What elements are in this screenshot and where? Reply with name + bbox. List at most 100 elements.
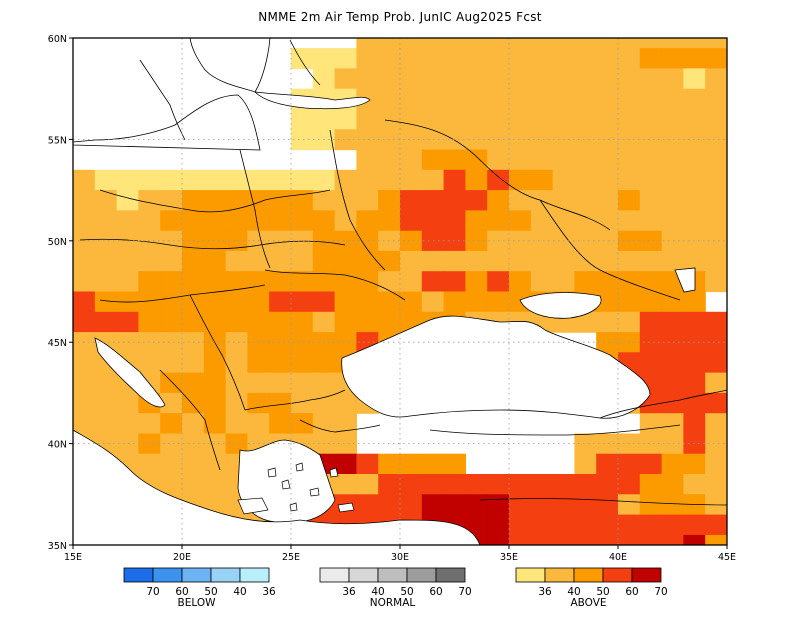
grid-cell bbox=[247, 291, 270, 313]
grid-cell bbox=[138, 332, 161, 353]
grid-cell bbox=[291, 392, 314, 414]
grid-cell bbox=[596, 129, 619, 151]
grid-cell bbox=[378, 190, 401, 211]
grid-cell bbox=[683, 514, 706, 536]
grid-cell bbox=[225, 230, 248, 252]
grid-cell bbox=[400, 149, 423, 171]
grid-cell bbox=[705, 332, 727, 353]
grid-cell bbox=[705, 534, 727, 545]
grid-cell bbox=[291, 250, 314, 272]
legend-tick-label: 36 bbox=[538, 586, 552, 598]
grid-cell bbox=[574, 190, 597, 211]
grid-cell bbox=[487, 250, 510, 272]
grid-cell bbox=[138, 453, 161, 475]
grid-cell bbox=[400, 271, 423, 293]
lon-label: 40E bbox=[609, 552, 627, 563]
grid-cell bbox=[356, 109, 379, 130]
grid-cell bbox=[618, 38, 641, 49]
grid-cell bbox=[705, 88, 727, 110]
lon-label: 15E bbox=[64, 552, 82, 563]
grid-cell bbox=[443, 129, 466, 151]
grid-cell bbox=[73, 271, 96, 293]
mediterranean-sea bbox=[73, 429, 481, 545]
aegean-islands bbox=[237, 462, 355, 515]
grid-cell bbox=[443, 88, 466, 110]
grid-cell bbox=[269, 190, 292, 211]
grid-cell bbox=[618, 250, 641, 272]
grid-cell bbox=[312, 392, 336, 414]
grid-cell bbox=[552, 109, 575, 130]
grid-cell bbox=[138, 190, 161, 211]
grid-cell bbox=[225, 311, 248, 333]
grid-cell bbox=[639, 474, 663, 495]
grid-cell bbox=[443, 68, 466, 90]
grid-cell bbox=[182, 271, 205, 293]
grid-cell bbox=[596, 230, 619, 252]
grid-cell bbox=[574, 149, 597, 171]
grid-cell bbox=[160, 169, 183, 191]
grid-cell bbox=[683, 190, 706, 211]
grid-cell bbox=[705, 413, 727, 435]
legend-tick-label: 60 bbox=[625, 586, 638, 598]
grid-cell bbox=[334, 311, 357, 333]
grid-cell bbox=[661, 68, 684, 90]
grid-cell bbox=[639, 352, 663, 374]
grid-cell bbox=[269, 352, 292, 374]
grid-cell bbox=[291, 129, 314, 151]
grid-cell bbox=[661, 372, 684, 394]
grid-cell bbox=[683, 291, 706, 313]
black-sea bbox=[341, 315, 651, 419]
grid-cell bbox=[618, 474, 641, 495]
grid-cell bbox=[312, 352, 336, 374]
grid-cell bbox=[574, 230, 597, 252]
grid-cell bbox=[400, 190, 423, 211]
grid-cell bbox=[203, 271, 227, 293]
grid-cell bbox=[683, 413, 706, 435]
grid-cell bbox=[661, 413, 684, 435]
grid-cell bbox=[639, 271, 663, 293]
grid-cell bbox=[683, 230, 706, 252]
grid-cell bbox=[705, 230, 727, 252]
grid-cell bbox=[509, 230, 532, 252]
grid-cell bbox=[661, 291, 684, 313]
grid-cell bbox=[661, 474, 684, 495]
grid-cell bbox=[639, 190, 663, 211]
grid-cell bbox=[705, 250, 727, 272]
grid-cell bbox=[552, 88, 575, 110]
grid-cell bbox=[465, 88, 488, 110]
grid-cell bbox=[596, 190, 619, 211]
grid-cell bbox=[160, 372, 183, 394]
grid-cell bbox=[94, 210, 118, 232]
grid-cell bbox=[639, 250, 663, 272]
grid-cell bbox=[312, 372, 336, 394]
legend-below: 70 60 50 40 36 BELOW bbox=[123, 567, 276, 609]
grid-cell bbox=[552, 68, 575, 90]
grid-cell bbox=[378, 453, 401, 475]
grid-cell bbox=[596, 332, 619, 353]
grid-cell bbox=[400, 169, 423, 191]
grid-cell bbox=[312, 311, 336, 333]
grid-cell bbox=[203, 352, 227, 374]
grid-cell bbox=[182, 372, 205, 394]
grid-cell bbox=[683, 332, 706, 353]
grid-cell bbox=[705, 109, 727, 130]
lon-label: 30E bbox=[391, 552, 409, 563]
grid-cell bbox=[465, 48, 488, 69]
grid-cell bbox=[487, 494, 510, 516]
legend-swatch bbox=[123, 567, 154, 583]
grid-cell bbox=[334, 48, 357, 69]
grid-cell bbox=[160, 433, 183, 455]
grid-cell bbox=[334, 68, 357, 90]
grid-cell bbox=[639, 413, 663, 435]
grid-cell bbox=[465, 68, 488, 90]
grid-cell bbox=[705, 210, 727, 232]
grid-cell bbox=[487, 68, 510, 90]
grid-cell bbox=[182, 250, 205, 272]
grid-cell bbox=[465, 271, 488, 293]
legend-tick-label: 60 bbox=[175, 586, 188, 598]
grid-cell bbox=[247, 352, 270, 374]
legend-swatch bbox=[435, 567, 466, 583]
grid-cell bbox=[94, 372, 118, 394]
grid-cell bbox=[421, 494, 445, 516]
grid-cell bbox=[661, 38, 684, 49]
